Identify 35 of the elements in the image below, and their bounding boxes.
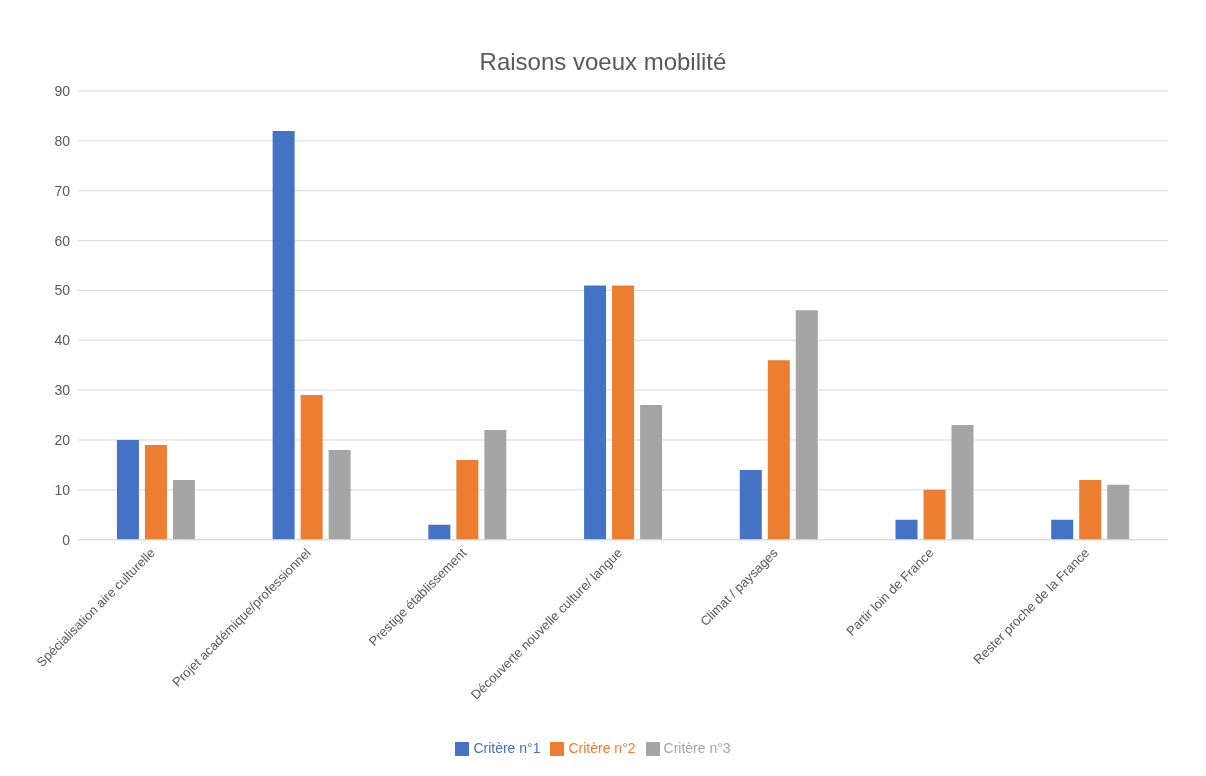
bar xyxy=(272,130,295,540)
y-tick-label: 30 xyxy=(54,382,71,399)
bar xyxy=(640,405,663,540)
bar xyxy=(144,444,167,540)
legend-label: Critère n°3 xyxy=(663,739,731,756)
y-tick-label: 80 xyxy=(54,132,71,149)
bar xyxy=(923,489,946,540)
bar xyxy=(1107,484,1130,540)
bar xyxy=(116,439,139,540)
bar xyxy=(1079,479,1102,540)
y-tick-label: 40 xyxy=(54,332,71,349)
bar xyxy=(428,524,451,540)
legend-label: Critère n°1 xyxy=(473,739,541,756)
bar xyxy=(739,469,762,540)
y-tick-label: 10 xyxy=(54,481,71,498)
legend-label: Critère n°2 xyxy=(568,739,636,756)
y-tick-label: 20 xyxy=(54,431,71,448)
bar xyxy=(795,310,818,540)
y-tick-label: 70 xyxy=(54,182,71,199)
y-tick-label: 90 xyxy=(54,82,71,99)
bar xyxy=(951,425,974,540)
bar xyxy=(584,285,607,540)
bar xyxy=(612,285,635,540)
y-tick-label: 60 xyxy=(54,232,71,249)
bar xyxy=(484,430,507,540)
bar xyxy=(300,395,323,540)
y-tick-label: 50 xyxy=(54,282,71,299)
y-tick-label: 0 xyxy=(62,531,71,548)
bar xyxy=(895,519,918,540)
bar xyxy=(1051,519,1074,540)
bar xyxy=(456,459,479,540)
bar xyxy=(767,360,790,540)
bar xyxy=(172,479,195,540)
chart-title: Raisons voeux mobilité xyxy=(478,47,728,76)
bar xyxy=(328,449,351,540)
